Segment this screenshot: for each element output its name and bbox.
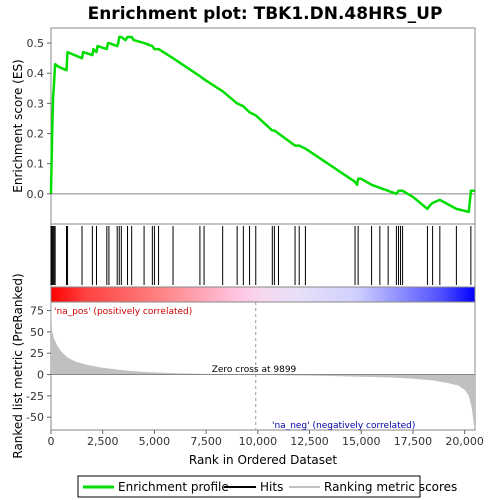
hits-panel	[50, 223, 476, 288]
rank-color-bar	[50, 286, 476, 303]
y-tick-label-top: 0.5	[27, 37, 45, 50]
pos-correlated-label: 'na_pos' (positively correlated)	[54, 307, 192, 317]
y-axis-title-bottom: Ranked list metric (PreRanked)	[11, 273, 25, 458]
y-tick-label-bottom: 25	[30, 347, 44, 360]
y-tick-label-bottom: -25	[26, 390, 44, 403]
zero-cross-label: Zero cross at 9899	[212, 365, 297, 375]
y-tick-label-bottom: -50	[26, 411, 44, 424]
x-tick-label: 7,500	[190, 435, 222, 448]
chart-title: Enrichment plot: TBK1.DN.48HRS_UP	[88, 4, 443, 24]
legend-label-enrichment: Enrichment profile	[118, 480, 229, 494]
y-tick-label-bottom: 50	[30, 326, 44, 339]
enrichment-profile-line	[49, 35, 475, 214]
legend-label-metric: Ranking metric scores	[324, 480, 457, 494]
x-tick-label: 2,500	[87, 435, 119, 448]
legend-label-hits: Hits	[260, 480, 283, 494]
x-tick-label: 0	[48, 435, 55, 448]
y-tick-label-top: 0.1	[27, 158, 45, 171]
y-tick-label-top: 0.2	[27, 128, 45, 141]
y-tick-label-top: 0.4	[27, 67, 45, 80]
y-axis-title-top: Enrichment score (ES)	[11, 59, 25, 192]
y-tick-label-top: 0.3	[27, 97, 45, 110]
x-tick-label: 12,500	[290, 435, 329, 448]
legend: Enrichment profile Hits Ranking metric s…	[77, 475, 457, 498]
y-tick-label-bottom: 0	[37, 369, 44, 382]
x-tick-label: 10,000	[239, 435, 278, 448]
x-tick-label: 20,000	[445, 435, 484, 448]
y-tick-label-bottom: 75	[30, 305, 44, 318]
metric-panel	[50, 301, 476, 431]
x-tick-label: 5,000	[139, 435, 171, 448]
x-tick-label: 15,000	[342, 435, 381, 448]
x-axis-title: Rank in Ordered Dataset	[189, 453, 337, 467]
x-tick-label: 17,500	[394, 435, 433, 448]
y-tick-label-top: 0.0	[27, 188, 45, 201]
neg-correlated-label: 'na_neg' (negatively correlated)	[272, 421, 415, 431]
